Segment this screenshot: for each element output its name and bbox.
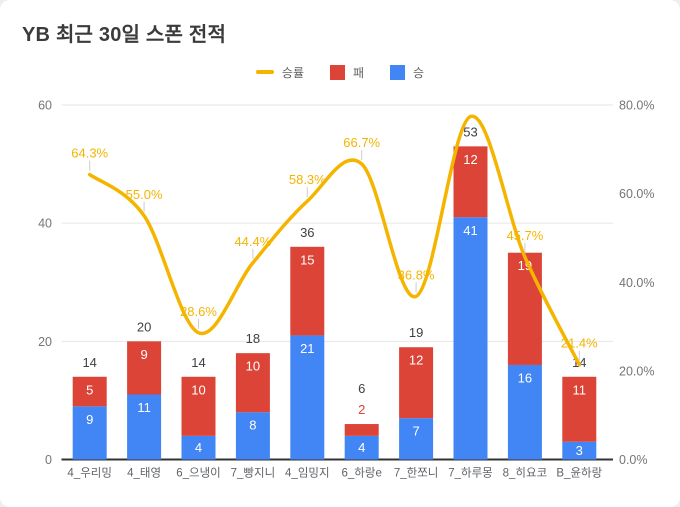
legend-item-loss[interactable]: 패 — [330, 64, 364, 81]
x-category-label: 6_하랑e — [342, 466, 382, 480]
loss-value-label: 10 — [246, 359, 260, 374]
total-value-label: 19 — [409, 325, 423, 340]
win-value-label: 41 — [463, 223, 477, 238]
win-value-label: 9 — [86, 412, 93, 427]
loss-value-label: 11 — [573, 382, 587, 397]
x-category-label: 8_히요코 — [503, 466, 548, 480]
y-left-tick-label: 20 — [38, 335, 52, 349]
loss-bar-segment[interactable] — [453, 146, 488, 218]
win-bar-segment[interactable] — [127, 394, 162, 460]
loss-bar-segment[interactable] — [344, 424, 379, 436]
win-rate-label: 64.3% — [71, 146, 108, 161]
loss-bar-segment[interactable] — [127, 341, 162, 395]
win-value-label: 3 — [576, 443, 583, 458]
x-category-label: B_윤하랑 — [556, 466, 602, 480]
loss-bar-segment[interactable] — [507, 252, 542, 365]
legend-label-loss: 패 — [353, 65, 365, 80]
y-right-tick-label: 0.0% — [619, 453, 648, 467]
total-value-label: 14 — [191, 355, 205, 370]
x-category-label: 7_빵지니 — [231, 467, 276, 480]
total-value-label: 20 — [137, 319, 151, 334]
loss-value-label: 2 — [358, 402, 365, 417]
win-bar-segment[interactable] — [399, 418, 434, 460]
loss-bar-segment[interactable] — [235, 353, 270, 413]
total-value-label: 53 — [463, 124, 477, 139]
x-category-label: 4_임밍지 — [285, 467, 330, 480]
loss-bar-segment[interactable] — [399, 347, 434, 419]
legend-label-winrate: 승률 — [281, 65, 304, 80]
square-swatch-icon — [390, 64, 406, 80]
loss-bar-segment[interactable] — [290, 246, 325, 336]
chart-title: YB 최근 30일 스폰 전적 — [22, 24, 227, 46]
win-bar-segment[interactable] — [290, 335, 325, 460]
win-bar-segment[interactable] — [562, 441, 597, 460]
y-right-tick-label: 60.0% — [619, 187, 654, 201]
total-value-label: 36 — [300, 225, 314, 240]
win-bar-segment[interactable] — [72, 406, 107, 460]
y-right-tick-label: 20.0% — [619, 364, 654, 378]
y-left-tick-label: 0 — [45, 453, 52, 467]
line-swatch-icon — [255, 70, 274, 74]
y-left-tick-label: 60 — [38, 99, 52, 113]
loss-value-label: 9 — [140, 347, 147, 362]
win-value-label: 7 — [412, 424, 419, 439]
legend-item-win[interactable]: 승 — [390, 64, 424, 81]
x-category-label: 7_한쪼니 — [394, 467, 439, 480]
total-value-label: 6 — [358, 381, 365, 396]
win-rate-label: 36.8% — [398, 267, 435, 282]
legend: 승률 패 승 — [0, 62, 680, 82]
win-rate-label: 44.4% — [234, 234, 271, 249]
y-right-tick-label: 80.0% — [619, 99, 654, 113]
win-value-label: 11 — [137, 400, 151, 415]
win-bar-segment[interactable] — [235, 412, 270, 460]
loss-bar-segment[interactable] — [72, 376, 107, 407]
y-left-tick-label: 40 — [38, 217, 52, 231]
win-value-label: 4 — [358, 440, 365, 455]
x-category-label: 7_하루몽 — [448, 466, 493, 480]
square-swatch-icon — [330, 64, 345, 80]
win-rate-label: 21.4% — [561, 336, 598, 351]
win-bar-segment[interactable] — [181, 435, 216, 460]
total-value-label: 14 — [82, 355, 96, 370]
y-right-tick-label: 40.0% — [619, 276, 654, 290]
win-value-label: 4 — [195, 440, 202, 455]
loss-value-label: 12 — [409, 353, 423, 368]
total-value-label: 18 — [246, 331, 260, 346]
win-value-label: 21 — [300, 341, 314, 356]
loss-value-label: 15 — [300, 252, 314, 267]
win-rate-line[interactable] — [87, 114, 582, 367]
loss-bar-segment[interactable] — [562, 376, 597, 442]
win-rate-label: 55.0% — [126, 187, 163, 202]
loss-value-label: 10 — [191, 382, 205, 397]
x-category-label: 6_으냉이 — [176, 467, 221, 480]
win-value-label: 16 — [518, 370, 532, 385]
x-category-label: 4_태영 — [127, 467, 161, 480]
legend-item-winrate[interactable]: 승률 — [255, 64, 304, 81]
win-rate-label: 66.7% — [343, 135, 380, 150]
win-rate-label: 58.3% — [289, 172, 326, 187]
win-bar-segment[interactable] — [344, 435, 379, 460]
x-category-label: 4_우리밍 — [67, 467, 112, 480]
legend-label-win: 승 — [413, 65, 425, 80]
win-rate-label: 45.7% — [506, 228, 543, 243]
win-rate-label: 28.6% — [180, 304, 217, 319]
loss-bar-segment[interactable] — [181, 376, 216, 436]
win-value-label: 8 — [249, 418, 256, 433]
win-bar-segment[interactable] — [453, 217, 488, 460]
win-bar-segment[interactable] — [507, 364, 542, 460]
loss-value-label: 12 — [463, 152, 477, 167]
loss-value-label: 5 — [86, 382, 93, 397]
